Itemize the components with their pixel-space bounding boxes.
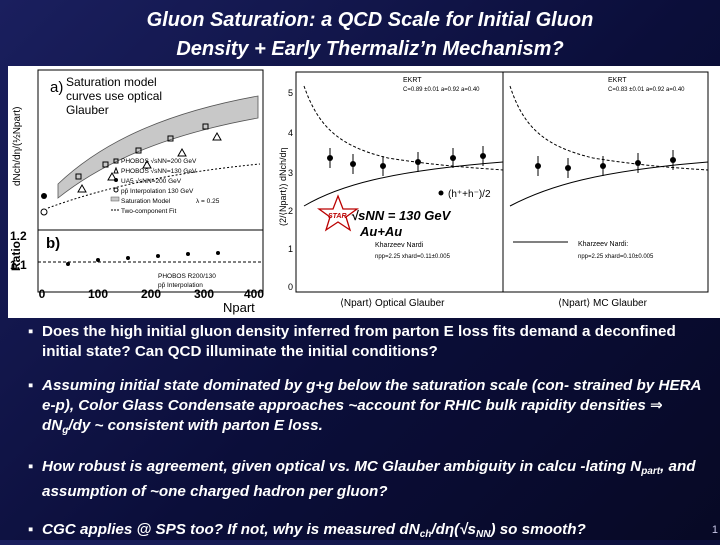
bullet-1-text: Does the high initial gluon density infe… (42, 323, 676, 360)
left-ylabel-top: dNch/dη/(½Npart) (12, 107, 23, 186)
right-plot-frame (502, 71, 709, 293)
bullet-4-sub-1: ch (419, 529, 432, 540)
mid-ylabel: (2/⟨Npart⟩) dNch/dη (278, 147, 288, 226)
hh-label: (h⁺+h⁻)/2 (448, 189, 491, 200)
bullet-3-sub: part (641, 466, 661, 477)
bullet-3-text-a: How robust is agreement, given optical v… (42, 458, 642, 475)
ekrt-curve-mid (303, 85, 504, 171)
ratio-points (66, 251, 220, 266)
svg-text:1: 1 (288, 244, 293, 254)
bullet-1: ▪ Does the high initial gluon density in… (28, 322, 708, 362)
legend-ua5: UA5 √sNN=200 GeV (121, 177, 182, 185)
legend-pp-interp: pp̄ Interpolation 130 GeV (121, 188, 194, 195)
svg-text:0: 0 (288, 282, 293, 292)
bullet-square-icon: ▪ (28, 521, 34, 538)
bullet-4-text-c: ) so smooth? (490, 521, 586, 538)
svg-text:5: 5 (288, 88, 293, 98)
legend-phobos-130: PHOBOS √sNN=130 GeV (121, 167, 197, 175)
figure-svg: dNch/dη/(½Npart) Ratio a) b) Saturation … (9, 69, 709, 315)
x-tick-300: 300 (194, 287, 214, 301)
legend-sat-param: λ = 0.25 (196, 198, 220, 205)
bullet-4: ▪ CGC applies @ SPS too? If not, why is … (28, 520, 708, 545)
bottom-legend-1: PHOBOS R200/130 (158, 273, 216, 280)
star-label: STAR (328, 213, 347, 220)
legend-two-component: Two-component Fit (121, 208, 176, 215)
right-xlabel: ⟨Npart⟩ MC Glauber (558, 298, 648, 309)
slide-title: Gluon Saturation: a QCD Scale for Initia… (60, 6, 680, 64)
bullet-2-text-a: Assuming initial state dominated by g+g … (42, 377, 701, 434)
note-line-2: curves use optical (66, 89, 162, 103)
bullet-square-icon: ▪ (28, 323, 34, 340)
bottom-legend-2: pp̄ Interpolation (158, 282, 203, 289)
ekrt-params-right: C=0.83 ±0.01 a=0.92 a=0.40 (608, 87, 685, 93)
note-line-3: Glauber (66, 103, 109, 117)
mid-y-ticks: 5 4 3 2 1 0 (288, 88, 293, 292)
x-tick-100: 100 (88, 287, 108, 301)
x-tick-0: 0 (39, 287, 46, 301)
kn-left-params: npp=2.25 xhard=0.11±0.005 (375, 254, 451, 260)
ekrt-curve-right (509, 85, 709, 171)
bullet-2-sub: g (62, 425, 69, 436)
ekrt-label-mid: EKRT (403, 77, 422, 84)
bullet-3: ▪ How robust is agreement, given optical… (28, 457, 708, 502)
pp-interp-point (40, 208, 48, 216)
mid-xlabel: ⟨Npart⟩ Optical Glauber (340, 298, 445, 309)
right-data-points (535, 150, 676, 178)
legend-phobos-200: PHOBOS √sNN=200 GeV (121, 157, 197, 165)
ua5-point (41, 193, 47, 199)
ratio-tick-1: 1.2 (10, 229, 27, 243)
ratio-tick-2: 1.1 (10, 258, 27, 272)
system-label: Au+Au (359, 224, 402, 239)
figure-panel: dNch/dη/(½Npart) Ratio a) b) Saturation … (8, 66, 720, 318)
kn-left-title: Kharzeev Nardi (375, 242, 424, 249)
svg-text:4: 4 (288, 128, 293, 138)
panel-b-label: b) (46, 235, 60, 252)
kn-right-title: Kharzeev Nardi: (578, 241, 628, 248)
svg-text:2: 2 (288, 206, 293, 216)
bullet-2: ▪ Assuming initial state dominated by g+… (28, 376, 708, 441)
panel-a-label: a) (50, 79, 63, 96)
bullet-4-text-a: CGC applies @ SPS too? If not, why is me… (42, 521, 420, 538)
star-logo-icon (317, 194, 359, 232)
left-plot-frame (37, 69, 264, 293)
title-line-1: Gluon Saturation: a QCD Scale for Initia… (146, 9, 594, 31)
left-legend: PHOBOS √sNN=200 GeV PHOBOS √sNN=130 GeV … (110, 157, 220, 215)
ekrt-params-mid: C=0.89 ±0.01 a=0.92 a=0.40 (403, 87, 480, 93)
two-component-curve (47, 163, 261, 209)
page-number: 1 (711, 524, 718, 536)
title-line-2: Density + Early Thermaliz’n Mechanism? (176, 38, 564, 60)
hh-marker (438, 190, 444, 196)
phobos-200-points (75, 123, 209, 180)
kn-curve-right (509, 161, 709, 207)
bullet-4-text-b: /dη(√s (431, 521, 476, 538)
saturation-band (57, 95, 259, 199)
left-xlabel: Npart (223, 300, 255, 315)
mid-data-points (327, 146, 486, 176)
x-tick-200: 200 (141, 287, 161, 301)
note-line-1: Saturation model (66, 75, 157, 89)
energy-label: √sNN = 130 GeV (351, 208, 452, 223)
bullet-square-icon: ▪ (28, 377, 34, 394)
legend-saturation: Saturation Model (121, 198, 171, 205)
left-ylabel-bottom: Ratio (9, 241, 23, 271)
bullet-4-sub-2: NN (475, 529, 491, 540)
ekrt-label-right: EKRT (608, 77, 627, 84)
x-tick-400: 400 (244, 287, 264, 301)
kn-curve-mid (303, 161, 504, 207)
phobos-130-points (77, 131, 222, 193)
bullet-list: ▪ Does the high initial gluon density in… (28, 322, 708, 545)
bullet-3-text-b: , and assumption of ~one charged hadron … (42, 458, 696, 500)
bullet-square-icon: ▪ (28, 458, 34, 475)
bullet-2-text-b: /dy ~ consistent with parton E loss. (68, 417, 323, 434)
svg-text:3: 3 (288, 168, 293, 178)
kn-right-params: npp=2.25 xhard=0.10±0.005 (578, 254, 654, 260)
